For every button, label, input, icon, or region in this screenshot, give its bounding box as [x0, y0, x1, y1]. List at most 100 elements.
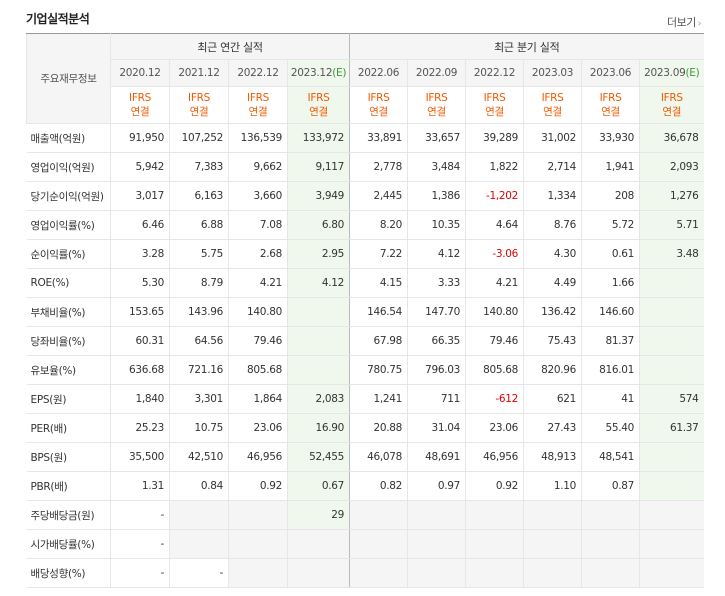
table-cell: 33,891: [349, 123, 409, 153]
table-cell: 5,942: [110, 152, 170, 182]
table-cell: 1,840: [110, 384, 170, 414]
table-cell: 79.46: [465, 326, 525, 356]
section-header: 기업실적분석 더보기 ›: [0, 0, 725, 34]
table-row: 유보율(%) 636.68 721.16 805.68 780.75 796.03 805.…: [26, 355, 704, 385]
table-cell: 3,301: [169, 384, 229, 414]
table-cell: 0.97: [407, 471, 467, 501]
financial-summary-table: 주요재무정보 최근 연간 실적 최근 분기 실적 2020.12 2021.12 2022…: [26, 33, 704, 588]
table-cell: [169, 529, 229, 559]
table-cell: [639, 558, 704, 588]
table-cell: 20.88: [349, 413, 409, 443]
table-cell: [286, 326, 351, 356]
period-label: 2023.12: [290, 67, 333, 79]
table-cell: -1,202: [465, 181, 525, 211]
table-cell: 46,078: [349, 442, 409, 472]
table-cell: 36,678: [639, 123, 704, 153]
period-header: 2020.12: [110, 59, 170, 87]
table-cell: 0.67: [286, 471, 351, 501]
ifrs-label: IFRS: [483, 92, 506, 104]
table-cell: 4.64: [465, 210, 525, 240]
ifrs-label: IFRS: [129, 92, 151, 104]
table-cell: [169, 500, 229, 530]
table-cell: 33,930: [581, 123, 641, 153]
table-cell: 0.92: [465, 471, 525, 501]
ifrs-label: IFRS: [425, 92, 448, 104]
period-header: 2023.12(E): [286, 59, 351, 87]
table-cell: [349, 529, 409, 559]
table-cell: 1.10: [523, 471, 583, 501]
period-label: 2022.12: [473, 67, 516, 79]
table-cell: 153.65: [110, 297, 170, 327]
table-cell: 27.43: [523, 413, 583, 443]
table-cell: 81.37: [581, 326, 641, 356]
table-cell: 133,972: [286, 123, 351, 153]
table-row: ROE(%) 5.30 8.79 4.21 4.12 4.15 3.33 4.21 4.49 1.…: [26, 268, 704, 298]
table-cell: [639, 500, 704, 530]
table-cell: 820.96: [523, 355, 583, 385]
table-row: 순이익률(%) 3.28 5.75 2.68 2.95 7.22 4.12 -3.06 4.30…: [26, 239, 704, 269]
table-cell: 1,822: [465, 152, 525, 182]
table-cell: 2.95: [286, 239, 351, 269]
row-label: EPS(원): [26, 384, 111, 414]
table-cell: 42,510: [169, 442, 229, 472]
quarterly-group-header: 최근 분기 실적: [349, 33, 704, 60]
accounting-standard-header: IFRS 연결: [639, 86, 704, 124]
table-cell: [286, 558, 351, 588]
period-header: 2022.09: [407, 59, 467, 87]
table-cell: 3.33: [407, 268, 467, 298]
table-cell: 35,500: [110, 442, 170, 472]
row-label: 영업이익(억원): [26, 152, 111, 182]
table-cell: 52,455: [286, 442, 351, 472]
table-cell: [639, 471, 704, 501]
table-cell: 5.72: [581, 210, 641, 240]
accounting-standard-header: IFRS 연결: [581, 86, 641, 124]
table-cell: 2,083: [286, 384, 351, 414]
table-cell: 2,445: [349, 181, 409, 211]
table-cell: 31,002: [523, 123, 583, 153]
accounting-standard-header: IFRS 연결: [110, 86, 170, 124]
table-cell: 143.96: [169, 297, 229, 327]
row-label: 주당배당금(원): [26, 500, 111, 530]
more-link[interactable]: 더보기 ›: [667, 14, 702, 30]
table-cell: 48,541: [581, 442, 641, 472]
ifrs-label: IFRS: [541, 92, 564, 104]
consolidated-label: 연결: [369, 106, 388, 118]
row-label: 순이익률(%): [26, 239, 111, 269]
table-row: 영업이익(억원) 5,942 7,383 9,662 9,117 2,778 3,484 1,…: [26, 152, 704, 182]
table-cell: [286, 297, 351, 327]
consolidated-label: 연결: [543, 106, 562, 118]
row-label: 당좌비율(%): [26, 326, 111, 356]
table-row: 매출액(억원) 91,950 107,252 136,539 133,972 33,891…: [26, 123, 704, 153]
table-cell: -: [110, 500, 170, 530]
period-header: 2022.06: [349, 59, 409, 87]
table-cell: -612: [465, 384, 525, 414]
table-cell: 107,252: [169, 123, 229, 153]
table-cell: 3,660: [228, 181, 288, 211]
table-cell: 1.31: [110, 471, 170, 501]
table-cell: 9,662: [228, 152, 288, 182]
table-cell: 8.76: [523, 210, 583, 240]
consolidated-label: 연결: [130, 106, 150, 118]
row-label: 시가배당률(%): [26, 529, 111, 559]
row-label: 부채비율(%): [26, 297, 111, 327]
consolidated-label: 연결: [189, 106, 209, 118]
table-cell: 4.21: [228, 268, 288, 298]
table-cell: 0.92: [228, 471, 288, 501]
table-cell: 636.68: [110, 355, 170, 385]
table-cell: [228, 500, 288, 530]
table-cell: 0.82: [349, 471, 409, 501]
table-cell: [349, 558, 409, 588]
table-cell: [407, 500, 467, 530]
table-row: 부채비율(%) 153.65 143.96 140.80 146.54 147.70 140…: [26, 297, 704, 327]
row-label: 유보율(%): [26, 355, 111, 385]
table-cell: 9,117: [286, 152, 351, 182]
table-cell: 60.31: [110, 326, 170, 356]
table-cell: 48,913: [523, 442, 583, 472]
period-header: 2023.03: [523, 59, 583, 87]
accounting-standard-header: IFRS 연결: [523, 86, 583, 124]
table-cell: [639, 297, 704, 327]
period-label: 2021.12: [178, 67, 220, 79]
table-cell: 91,950: [110, 123, 170, 153]
table-cell: [407, 558, 467, 588]
row-label: 당기순이익(억원): [26, 181, 111, 211]
